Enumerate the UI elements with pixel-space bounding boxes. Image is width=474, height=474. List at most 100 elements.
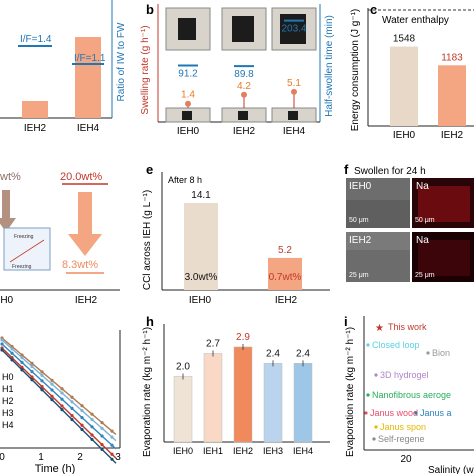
panel-b-time-label-1: 89.8: [234, 69, 254, 80]
panel-g-point-4: [0, 348, 4, 352]
panel-g-point-3: [70, 414, 74, 418]
panel-g-curve-0: [1, 337, 117, 436]
panel-b-rate-label-2: 5.1: [287, 78, 301, 89]
panel-g-point-2: [0, 342, 4, 346]
panel-g-point-0: [30, 361, 34, 365]
panel-b-xlabel-2: IEH4: [283, 126, 306, 137]
panel-b-letter: b: [146, 2, 154, 17]
panel-g-point-2: [10, 351, 14, 355]
panel-g-xtick-3: 3: [115, 452, 121, 463]
panel-h-value-2: 2.9: [236, 332, 250, 343]
panel-g-point-0: [60, 387, 64, 391]
panel-h-bar-3: [263, 363, 283, 443]
panel-g-point-2: [80, 416, 84, 420]
panel-g-point-4: [70, 417, 74, 422]
panel-f-map-ieh0-speckle: [418, 186, 470, 222]
panel-g-point-2: [90, 425, 94, 429]
panel-i: i Evaporation rate (kg m⁻² h⁻¹) ★ This wo…: [344, 314, 474, 474]
panel-h-ylabel: Evaporation rate (kg m⁻² h⁻¹): [142, 327, 153, 457]
panel-b-ylabel-left: Swelling rate (g h⁻¹): [140, 25, 151, 114]
panel-g-point-3: [60, 404, 64, 408]
panel-c-value-0: 1548: [393, 34, 416, 45]
panel-c-ylabel: Energy consumption (J g⁻¹): [350, 9, 361, 132]
panel-e-bar-1: [268, 257, 302, 290]
panel-g-point-4: [40, 388, 44, 392]
panel-h-xlabel-4: IEH4: [293, 446, 313, 456]
panel-e-letter: e: [146, 162, 153, 177]
panel-g-curve-1: [1, 339, 117, 442]
panel-i-label-0: This work: [388, 322, 427, 332]
panel-d-top-value: 20.0wt%: [60, 171, 102, 183]
panel-b-rate-label-1: 4.2: [237, 81, 251, 92]
panel-g-point-2: [50, 388, 54, 392]
panel-c-xlabel-0: IEH0: [393, 130, 416, 141]
panel-g-point-1: [50, 382, 54, 386]
panel-d-bottom-value: 8.3wt%: [62, 259, 98, 271]
panel-b-gel-bot-3: [288, 111, 298, 120]
panel-c: c Energy consumption (J g⁻¹) Water entha…: [350, 2, 474, 141]
panel-g-point-0: [90, 412, 94, 416]
panel-h-value-1: 2.7: [206, 339, 220, 350]
panel-b-xlabel-1: IEH2: [233, 126, 256, 137]
panel-g-point-3: [50, 394, 54, 398]
panel-g-series-4: H4: [2, 420, 14, 430]
panel-i-xtick: 20: [400, 454, 412, 465]
panel-b-time-label-0: 91.2: [178, 69, 198, 80]
panel-g-point-3: [110, 452, 114, 456]
panel-g-point-4: [80, 427, 84, 432]
panel-g-point-1: [30, 364, 34, 369]
panel-h: h Evaporation rate (kg m⁻² h⁻¹) 2.0 IEH0 2…: [142, 314, 330, 457]
panel-g-point-0: [50, 378, 54, 382]
panel-c-reference-label: Water enthalpy: [382, 15, 449, 26]
panel-g-xtick-0: 0: [0, 452, 5, 463]
panel-g-curve-4: [1, 349, 117, 464]
panel-c-bar-1: [438, 65, 466, 126]
panel-b-gel-top-3: [280, 14, 306, 44]
panel-g-point-2: [60, 397, 64, 401]
panel-g-point-2: [100, 434, 104, 438]
panel-i-label-6: Janus a: [420, 408, 452, 418]
panel-e-inner-label-0: 3.0wt%: [185, 272, 218, 283]
panel-g-point-4: [50, 398, 54, 402]
panel-a-bar-ieh2: [22, 101, 48, 118]
panel-c-xlabel-1: IEH2: [441, 130, 464, 141]
panel-i-xlabel: Salinity (w: [428, 465, 474, 474]
panel-g-point-1: [70, 400, 74, 404]
panel-g-point-4: [60, 408, 64, 412]
panel-i-label-4: Nanofibrous aeroge: [372, 390, 451, 400]
panel-i-label-3: 3D hydrogel: [380, 370, 429, 380]
panel-i-ylabel: Evaporation rate (kg m⁻² h⁻¹): [345, 327, 356, 457]
panel-e: e CCl across IEH (g L⁻¹) After 8 h 14.1 3…: [142, 162, 330, 306]
panel-b-rate-label-0: 1.4: [181, 90, 195, 101]
panel-f-element-ieh0: Na: [416, 181, 429, 192]
panel-i-letter: i: [344, 314, 348, 329]
panel-f-map-ieh2-speckle: [418, 240, 470, 276]
panel-b-ylabel-right: Half-swollen time (min): [324, 15, 335, 117]
panel-g-point-2: [110, 443, 114, 447]
panel-i-point-7: [374, 425, 378, 429]
panel-g-point-4: [30, 378, 34, 382]
panel-g-point-1: [40, 373, 44, 377]
panel-b-gel-bot-2: [238, 111, 248, 120]
panel-f-title: Swollen for 24 h: [354, 166, 426, 177]
panel-i-point-6: [414, 411, 418, 415]
panel-b: b Swelling rate (g h⁻¹) 1.4 4.2 5.1 91.2 89.…: [140, 2, 335, 137]
panel-g-point-1: [60, 391, 64, 395]
panel-h-xlabel-1: IEH1: [203, 446, 223, 456]
panel-e-inner-label-1: 0.7wt%: [269, 272, 302, 283]
panel-i-point-3: [374, 373, 378, 377]
panel-h-value-3: 2.4: [266, 348, 280, 359]
panel-a-ylabel: Ratio of IW to FW: [116, 22, 127, 101]
panel-g-point-4: [110, 457, 114, 461]
panel-a: I/F=1.4 I/F=1.1 IEH2 IEH4 Ratio of IW to…: [0, 0, 127, 134]
panel-d-xlabel-1: IEH2: [75, 295, 98, 306]
panel-e-xlabel-0: IEH0: [189, 295, 212, 306]
panel-g-point-1: [20, 356, 24, 360]
panel-f-scale-map-ieh2: 25 μm: [415, 272, 435, 279]
panel-d-inset: [3, 227, 51, 271]
panel-g-point-1: [0, 338, 4, 342]
panel-g-point-0: [100, 421, 104, 425]
panel-h-xlabel-0: IEH0: [173, 446, 193, 456]
panel-g-point-4: [100, 447, 104, 451]
